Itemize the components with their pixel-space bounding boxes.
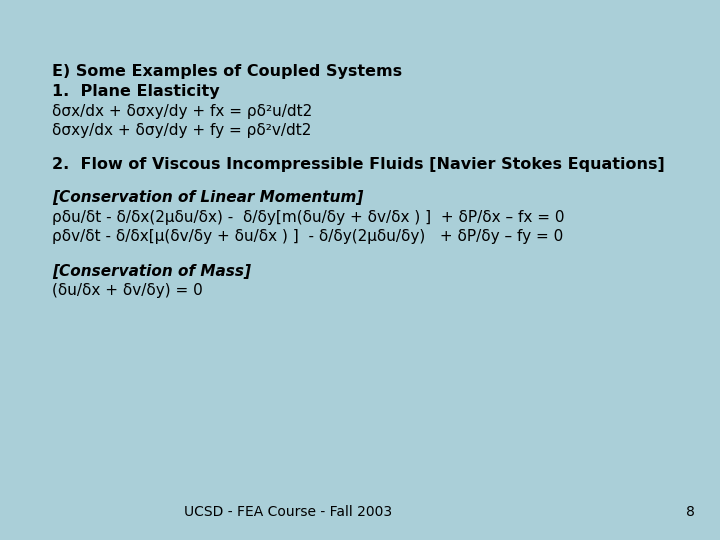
Text: ρδu/δt - δ/δx(2μδu/δx) -  δ/δy[m(δu/δy + δv/δx ) ]  + δP/δx – fx = 0: ρδu/δt - δ/δx(2μδu/δx) - δ/δy[m(δu/δy + … [52, 210, 564, 225]
Text: δσx/dx + δσxy/dy + fx = ρδ²u/dt2: δσx/dx + δσxy/dy + fx = ρδ²u/dt2 [52, 104, 312, 119]
Text: ρδv/δt - δ/δx[μ(δv/δy + δu/δx ) ]  - δ/δy(2μδu/δy)   + δP/δy – fy = 0: ρδv/δt - δ/δx[μ(δv/δy + δu/δx ) ] - δ/δy… [52, 230, 563, 245]
Text: δσxy/dx + δσy/dy + fy = ρδ²v/dt2: δσxy/dx + δσy/dy + fy = ρδ²v/dt2 [52, 123, 311, 138]
Text: 1.  Plane Elasticity: 1. Plane Elasticity [52, 84, 220, 99]
Text: (δu/δx + δv/δy) = 0: (δu/δx + δv/δy) = 0 [52, 284, 202, 299]
Text: E) Some Examples of Coupled Systems: E) Some Examples of Coupled Systems [52, 64, 402, 79]
Text: [Conservation of Linear Momentum]: [Conservation of Linear Momentum] [52, 190, 363, 205]
Text: 2.  Flow of Viscous Incompressible Fluids [Navier Stokes Equations]: 2. Flow of Viscous Incompressible Fluids… [52, 157, 665, 172]
Text: [Conservation of Mass]: [Conservation of Mass] [52, 264, 251, 279]
Text: UCSD - FEA Course - Fall 2003: UCSD - FEA Course - Fall 2003 [184, 505, 392, 519]
Text: 8: 8 [686, 505, 695, 519]
